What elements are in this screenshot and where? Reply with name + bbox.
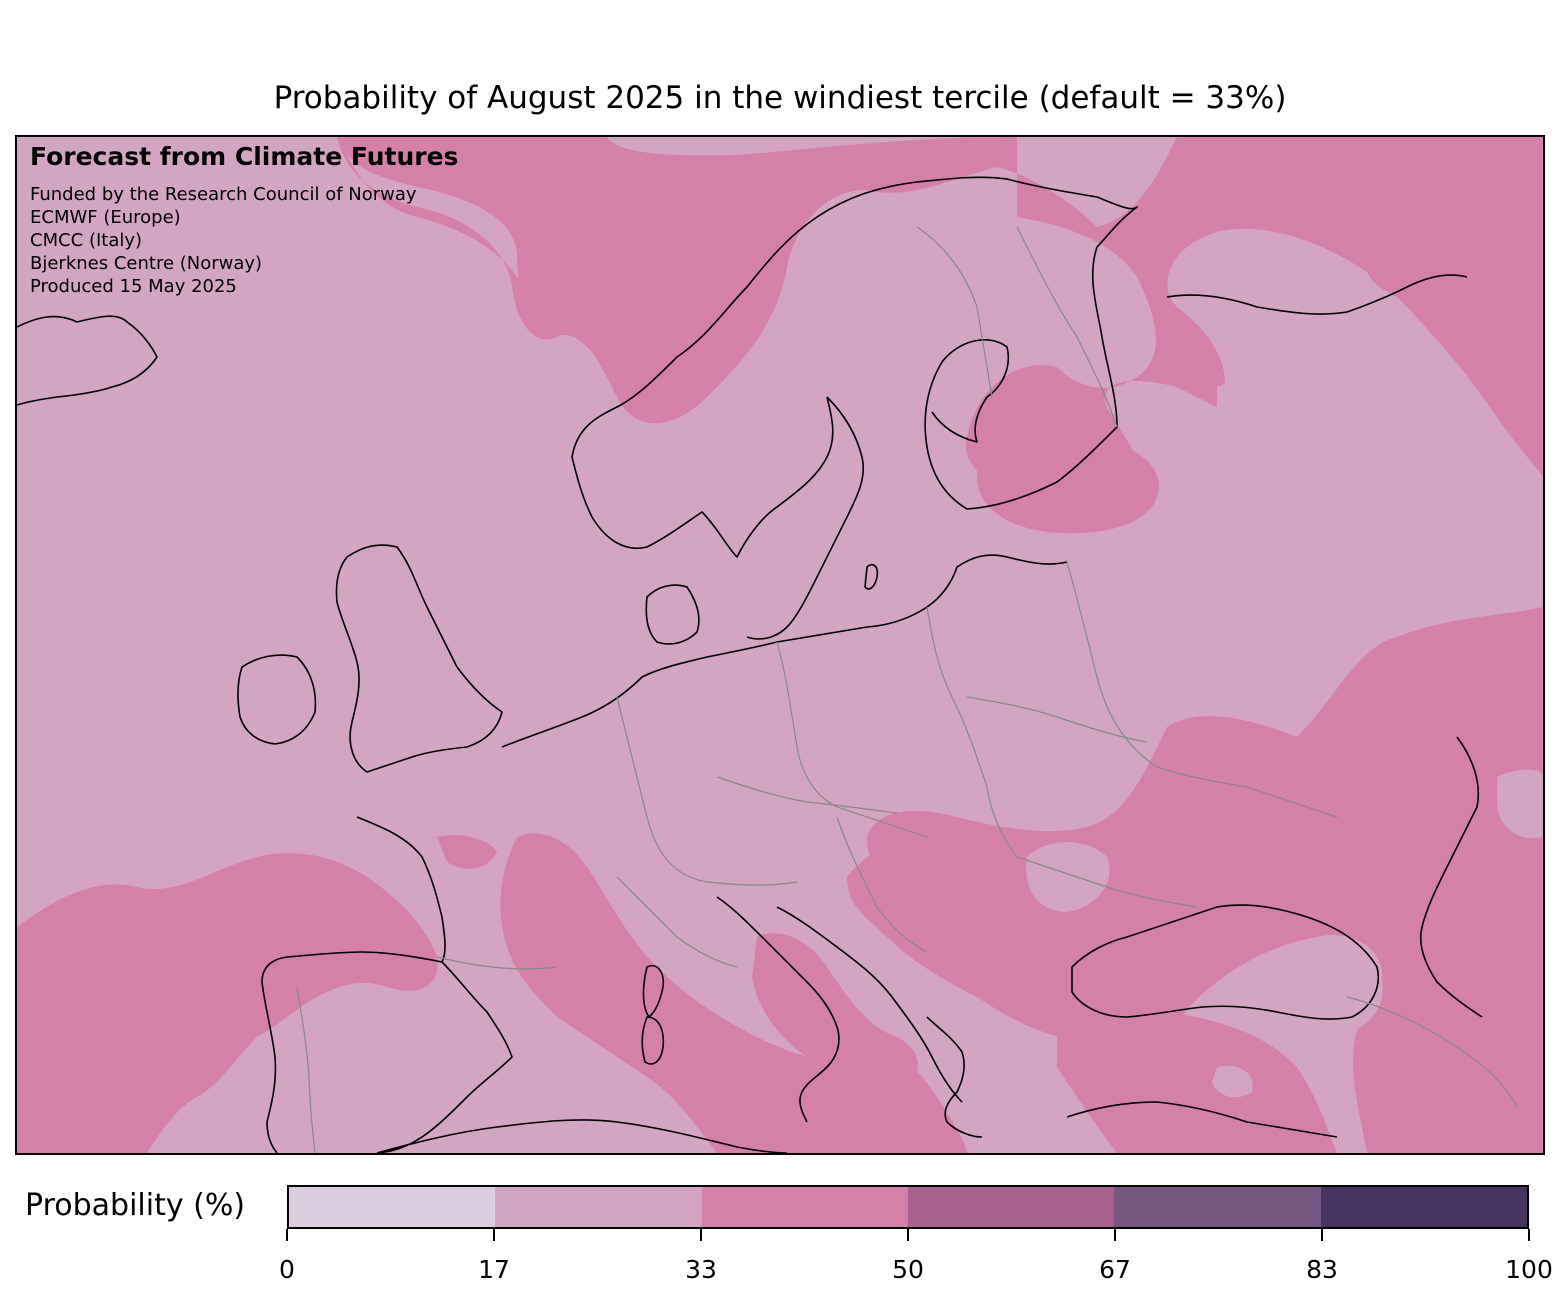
colorbar-tick-label-6: 100 (1505, 1255, 1553, 1284)
map-title: Probability of August 2025 in the windie… (273, 80, 1287, 116)
coast-sweden-baltic (746, 396, 865, 640)
coast-corsica-sardinia (641, 965, 665, 1065)
coast-turkey-south (1066, 1101, 1338, 1138)
coast-norway-south (571, 396, 834, 558)
coast-scandinavia (571, 176, 1138, 510)
colorbar-tick-0 (286, 1229, 288, 1241)
region-iberia-atlantic (17, 853, 438, 1153)
patch-romania (1026, 842, 1110, 912)
colorbar-ticks: 0 17 33 50 67 83 100 (279, 1229, 1553, 1289)
coast-black-sea (1071, 904, 1379, 1020)
colorbar-tick-label-1: 17 (478, 1255, 510, 1284)
coast-caspian (1419, 736, 1483, 1018)
coast-mediterranean-africa (376, 1119, 788, 1153)
colorbar (287, 1185, 1529, 1229)
coast-iberia (261, 951, 513, 1153)
info-line-produced: Produced 15 May 2025 (30, 276, 237, 297)
region-north-atlantic (337, 137, 757, 418)
info-line-funding: Funded by the Research Council of Norway (30, 184, 417, 205)
coast-ireland (237, 654, 317, 745)
region-bay-of-biscay (437, 835, 497, 869)
forecast-map (15, 135, 1545, 1155)
patch-caucasus-west (1497, 769, 1543, 839)
colorbar-segment-1 (495, 1187, 702, 1227)
coast-continent-north (501, 554, 1068, 748)
region-aegean-turkey (1057, 1013, 1337, 1153)
colorbar-segment-4 (1114, 1187, 1321, 1227)
colorbar-tick-label-0: 0 (279, 1255, 295, 1284)
coast-balkans-adriatic (776, 906, 963, 1103)
map-canvas (17, 137, 1543, 1153)
coast-denmark (645, 584, 700, 645)
region-tyrrhenian (752, 933, 918, 1090)
colorbar-segment-0 (289, 1187, 496, 1227)
colorbar-tick-label-2: 33 (685, 1255, 717, 1284)
colorbar-tick-2 (700, 1229, 702, 1241)
colorbar-segment-2 (701, 1187, 908, 1227)
colorbar-label: Probability (%) (25, 1188, 246, 1223)
coast-iceland (17, 315, 158, 406)
borders (296, 226, 1518, 1153)
colorbar-segment-5 (1320, 1187, 1527, 1227)
coastlines (17, 176, 1483, 1153)
coast-russia-north (1166, 274, 1468, 315)
coast-france-biscay (356, 816, 446, 963)
patch-crete (1212, 1065, 1253, 1098)
info-line-cmcc: CMCC (Italy) (30, 230, 143, 251)
colorbar-tick-4 (1114, 1229, 1116, 1241)
region-north-sea-scandinavia (337, 137, 1543, 519)
colorbar-segment-3 (907, 1187, 1115, 1227)
coast-british-isles (335, 544, 503, 773)
colorbar-tick-label-5: 83 (1306, 1255, 1338, 1284)
info-line-ecmwf: ECMWF (Europe) (30, 207, 181, 228)
info-line-bjerknes: Bjerknes Centre (Norway) (30, 253, 263, 274)
colorbar-tick-label-3: 50 (892, 1255, 924, 1284)
info-box: Forecast from Climate Futures Funded by … (30, 142, 458, 298)
colorbar-tick-label-4: 67 (1099, 1255, 1131, 1284)
region-ukraine-black-sea (867, 607, 1543, 1153)
coast-gotland (864, 563, 879, 590)
region-finland-baltic (977, 425, 1159, 534)
colorbar-tick-1 (493, 1229, 495, 1241)
coast-greece (926, 1016, 983, 1138)
colorbar-tick-6 (1528, 1229, 1530, 1241)
coast-italy (716, 896, 840, 1123)
region-russia-east (1347, 137, 1543, 477)
colorbar-tick-5 (1321, 1229, 1323, 1241)
info-heading: Forecast from Climate Futures (30, 142, 459, 171)
patch-caspian (1217, 382, 1257, 418)
colorbar-tick-3 (907, 1229, 909, 1241)
